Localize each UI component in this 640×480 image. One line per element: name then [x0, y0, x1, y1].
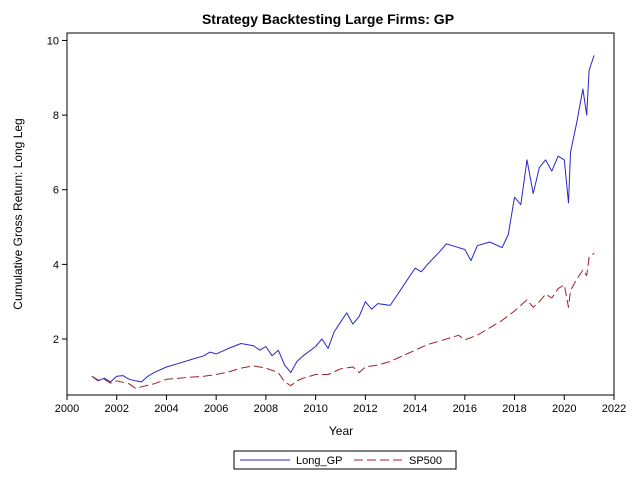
- y-tick-label: 2: [53, 334, 59, 346]
- x-axis: 2000 2002 2004 2006 2008 2010 2012 2014 2016 2018…: [55, 395, 626, 415]
- legend-label-long-gp: Long_GP: [296, 455, 342, 467]
- x-tick-label: 2002: [104, 403, 128, 415]
- series-line-long-gp: [91, 55, 595, 383]
- y-tick-label: 8: [53, 110, 59, 122]
- legend-box: [233, 450, 457, 470]
- y-axis: 2 4 6 8 10: [47, 35, 67, 346]
- chart-title: Strategy Backtesting Large Firms: GP: [202, 11, 454, 27]
- x-tick-label: 2012: [353, 403, 377, 415]
- y-tick-label: 4: [53, 259, 59, 271]
- x-axis-label: Year: [329, 424, 353, 438]
- x-tick-label: 2008: [254, 403, 278, 415]
- x-tick-label: 2022: [602, 403, 626, 415]
- legend-label-sp500: SP500: [409, 455, 442, 467]
- x-tick-label: 2014: [403, 403, 427, 415]
- series-line-sp500: [91, 252, 595, 389]
- x-tick-label: 2006: [204, 403, 228, 415]
- x-tick-label: 2018: [502, 403, 526, 415]
- x-tick-label: 2016: [453, 403, 477, 415]
- plot-frame: [66, 32, 615, 396]
- legend: Long_GP SP500: [233, 450, 457, 470]
- y-axis-label: Cumulative Gross Return: Long Leg: [11, 118, 25, 309]
- x-tick-label: 2010: [303, 403, 327, 415]
- x-tick-label: 2020: [552, 403, 576, 415]
- y-tick-label: 10: [47, 35, 59, 47]
- x-tick-label: 2000: [55, 403, 79, 415]
- series-layer: [91, 55, 595, 389]
- y-tick-label: 6: [53, 185, 59, 197]
- x-tick-label: 2004: [154, 403, 178, 415]
